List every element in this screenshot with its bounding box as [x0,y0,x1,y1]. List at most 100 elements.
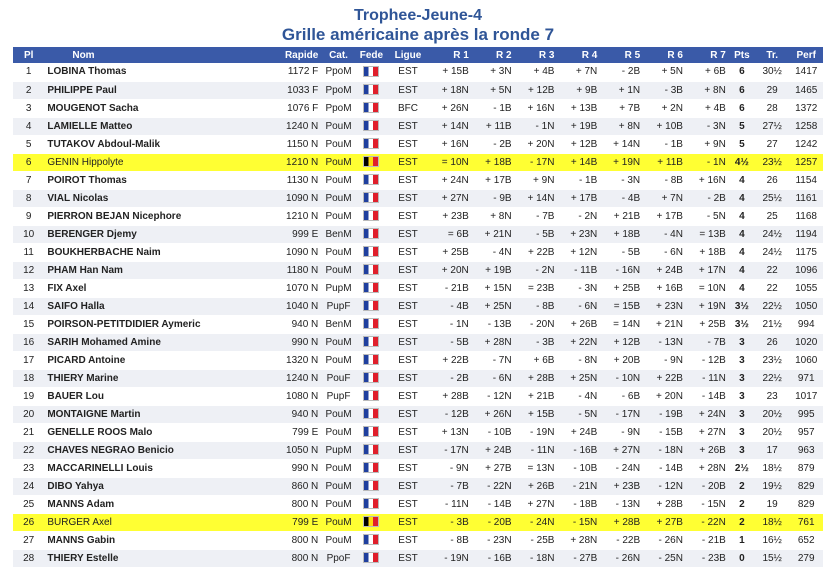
table-row[interactable]: 17 PICARD Antoine 1320 N PouM EST + 22B - 7N + … [13,351,823,370]
cell-category: PouM [321,459,356,478]
cell-name[interactable]: POIROT Thomas [44,171,264,190]
table-row[interactable]: 2 PHILIPPE Paul 1033 F PpoM EST + 18N + 5N + 12… [13,81,823,100]
cell-name[interactable]: LOBINA Thomas [44,63,264,82]
cell-round-7: - 11N [685,369,729,388]
col-header-tr[interactable]: Tr. [754,47,790,63]
table-row[interactable]: 26 BURGER Axel 799 E PouM EST - 3B - 20B - 24N -… [13,513,823,532]
cell-performance: 1096 [789,261,823,280]
table-header-row: Pl Nom Rapide Cat. Fede Ligue R 1 R 2 R … [13,47,823,63]
col-header-ligue[interactable]: Ligue [387,47,429,63]
cell-performance: 957 [789,423,823,442]
table-row[interactable]: 10 BERENGER Djemy 999 E BenM EST = 6B + 21N - 5… [13,225,823,244]
cell-name[interactable]: BAUER Lou [44,387,264,406]
table-row[interactable]: 18 THIERY Marine 1240 N PouF EST - 2B - 6N + 28… [13,369,823,388]
cell-category: PouM [321,351,356,370]
cell-name[interactable]: TUTAKOV Abdoul-Malik [44,135,264,154]
cell-round-4: - 15N [557,513,601,532]
table-row[interactable]: 15 POIRSON-PETITDIDIER Aymeric 940 N BenM ES… [13,315,823,334]
col-header-rapide[interactable]: Rapide [263,47,322,63]
cell-name[interactable]: LAMIELLE Matteo [44,117,264,136]
cell-name[interactable]: THIERY Estelle [44,549,264,568]
cell-name[interactable]: FIX Axel [44,279,264,298]
cell-place: 3 [13,99,45,118]
table-row[interactable]: 3 MOUGENOT Sacha 1076 F PpoM BFC + 26N - 1B + 1… [13,99,823,118]
flag-fr-icon [363,102,380,114]
cell-round-1: - 19N [428,549,472,568]
cell-rapide: 800 N [263,549,322,568]
cell-name[interactable]: BERENGER Djemy [44,225,264,244]
col-header-perf[interactable]: Perf [789,47,823,63]
col-header-r7[interactable]: R 7 [685,47,729,63]
cell-rapide: 1210 N [263,153,322,172]
cell-name[interactable]: PHAM Han Nam [44,261,264,280]
cell-name[interactable]: MANNS Gabin [44,531,264,550]
col-header-r4[interactable]: R 4 [557,47,601,63]
cell-round-4: - 21N [557,477,601,496]
cell-round-7: + 18B [685,243,729,262]
page-title: Trophee-Jeune-4 [353,7,483,24]
cell-name[interactable]: SARIH Mohamed Amine [44,333,264,352]
cell-name[interactable]: PICARD Antoine [44,351,264,370]
col-header-fede[interactable]: Fede [355,47,388,63]
cell-name[interactable]: POIRSON-PETITDIDIER Aymeric [44,315,264,334]
col-header-r6[interactable]: R 6 [643,47,686,63]
cell-name[interactable]: BURGER Axel [44,513,264,532]
cell-rapide: 1240 N [263,117,322,136]
table-row[interactable]: 8 VIAL Nicolas 1090 N PouM EST + 27N - 9B + 14N… [13,189,823,208]
table-row[interactable]: 7 POIROT Thomas 1130 N PouM EST + 24N + 17B + 9… [13,171,823,190]
table-row[interactable]: 1 LOBINA Thomas 1172 F PpoM EST + 15B + 3N + 4B… [13,63,823,82]
table-row[interactable]: 21 GENELLE ROOS Malo 799 E PouM EST + 13N - 10… [13,423,823,442]
cell-name[interactable]: MOUGENOT Sacha [44,99,264,118]
col-header-r3[interactable]: R 3 [514,47,558,63]
cell-federation [355,135,388,154]
cell-tiebreak: 29 [754,81,790,100]
table-row[interactable]: 25 MANNS Adam 800 N PouM EST - 11N - 14B + 27N -… [13,495,823,514]
table-row[interactable]: 20 MONTAIGNE Martin 940 N PouM EST - 12B + 26N… [13,405,823,424]
col-header-pts[interactable]: Pts [728,47,755,63]
cell-name[interactable]: GENELLE ROOS Malo [44,423,264,442]
cell-name[interactable]: PHILIPPE Paul [44,81,264,100]
col-header-r2[interactable]: R 2 [471,47,515,63]
cell-round-6: - 14B [643,459,686,478]
flag-fr-icon [363,390,380,402]
cell-name[interactable]: MACCARINELLI Louis [44,459,264,478]
cell-round-7: + 25B [685,315,729,334]
col-header-nom[interactable]: Nom [44,47,264,63]
table-row[interactable]: 4 LAMIELLE Matteo 1240 N PouM EST + 14N + 11B -… [13,117,823,136]
table-row[interactable]: 24 DIBO Yahya 860 N PouM EST - 7B - 22N + 26B - … [13,477,823,496]
cell-name[interactable]: SAIFO Halla [44,297,264,316]
cell-name[interactable]: DIBO Yahya [44,477,264,496]
cell-rapide: 1040 N [263,297,322,316]
cell-name[interactable]: BOUKHERBACHE Naim [44,243,264,262]
table-row[interactable]: 6 GENIN Hippolyte 1210 N PouM EST = 10N + 18B -… [13,153,823,172]
flag-fr-icon [363,228,380,240]
table-row[interactable]: 23 MACCARINELLI Louis 990 N PouM EST - 9N + 27… [13,459,823,478]
col-header-cat[interactable]: Cat. [321,47,356,63]
table-row[interactable]: 12 PHAM Han Nam 1180 N PouM EST + 20N + 19B - 2… [13,261,823,280]
col-header-r1[interactable]: R 1 [428,47,472,63]
table-row[interactable]: 22 CHAVES NEGRAO Benicio 1050 N PupM EST - 17… [13,441,823,460]
cell-name[interactable]: GENIN Hippolyte [44,153,264,172]
cell-round-1: + 13N [428,423,472,442]
table-row[interactable]: 27 MANNS Gabin 800 N PouM EST - 8B - 23N - 25B +… [13,531,823,550]
cell-name[interactable]: MANNS Adam [44,495,264,514]
table-row[interactable]: 19 BAUER Lou 1080 N PupF EST + 28B - 12N + 21B -… [13,387,823,406]
cell-name[interactable]: PIERRON BEJAN Nicephore [44,207,264,226]
col-header-pl[interactable]: Pl [13,47,45,63]
table-row[interactable]: 14 SAIFO Halla 1040 N PupF EST - 4B + 25N - 8B -… [13,297,823,316]
cell-place: 9 [13,207,45,226]
col-header-r5[interactable]: R 5 [600,47,644,63]
cell-name[interactable]: VIAL Nicolas [44,189,264,208]
cell-round-4: + 9B [557,81,601,100]
cell-round-1: - 17N [428,441,472,460]
cell-points: 6 [728,63,755,82]
table-row[interactable]: 28 THIERY Estelle 800 N PpoF EST - 19N - 16B - … [13,549,823,568]
cell-name[interactable]: THIERY Marine [44,369,264,388]
table-row[interactable]: 11 BOUKHERBACHE Naim 1090 N PouM EST + 25B - 4… [13,243,823,262]
table-row[interactable]: 16 SARIH Mohamed Amine 990 N PouM EST - 5B + 2… [13,333,823,352]
cell-name[interactable]: MONTAIGNE Martin [44,405,264,424]
table-row[interactable]: 5 TUTAKOV Abdoul-Malik 1150 N PouM EST + 16N -… [13,135,823,154]
cell-name[interactable]: CHAVES NEGRAO Benicio [44,441,264,460]
table-row[interactable]: 13 FIX Axel 1070 N PupM EST - 21B + 15N = 23B - … [13,279,823,298]
table-row[interactable]: 9 PIERRON BEJAN Nicephore 1210 N PouM EST + 2… [13,207,823,226]
